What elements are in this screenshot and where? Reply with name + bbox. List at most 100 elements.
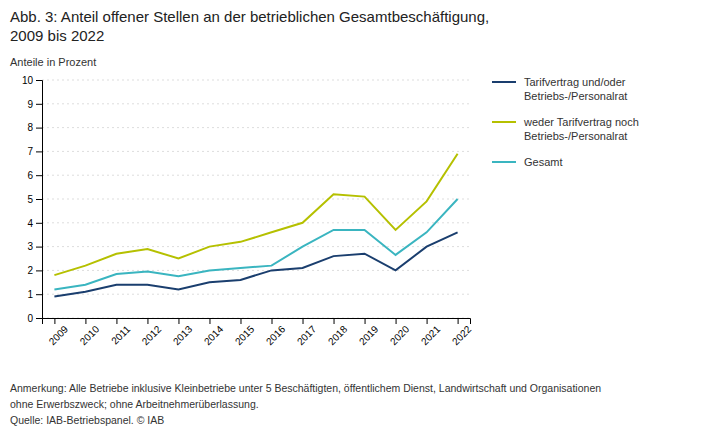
x-tick-mark (116, 318, 117, 324)
x-tick-mark (334, 318, 335, 324)
x-tick-mark (458, 318, 459, 324)
x-tick: 2021 (419, 318, 443, 347)
x-tick-label: 2009 (47, 323, 71, 347)
legend-item: Tarifvertrag und/oder Betriebs-/Personalr… (492, 76, 627, 102)
x-tick-label: 2021 (419, 323, 443, 347)
x-tick: 2012 (140, 318, 164, 347)
y-tick-mark (36, 270, 42, 271)
x-tick-mark (303, 318, 304, 324)
x-tick: 2017 (295, 318, 319, 347)
x-tick-label: 2022 (450, 323, 474, 347)
y-tick-label: 10 (22, 75, 34, 86)
legend-swatch (492, 81, 516, 83)
y-tick-mark (36, 151, 42, 152)
grid-line (42, 80, 470, 81)
x-tick: 2010 (78, 318, 102, 347)
y-tick: 8 (27, 122, 42, 133)
x-tick-label: 2013 (171, 323, 195, 347)
x-tick: 2019 (357, 318, 381, 347)
x-tick-mark (365, 318, 366, 324)
legend: Tarifvertrag und/oder Betriebs-/Personalr… (492, 76, 639, 168)
x-tick-label: 2020 (388, 323, 412, 347)
grid-line (42, 151, 470, 152)
y-tick: 6 (27, 170, 42, 181)
y-tick: 4 (27, 218, 42, 229)
legend-label-line: Gesamt (524, 156, 563, 168)
legend-label-line: Betriebs-/Personalrat (524, 90, 627, 102)
x-tick-mark (85, 318, 86, 324)
legend-label: weder Tarifvertrag noch Betriebs-/Persona… (523, 116, 639, 142)
x-tick-mark (240, 318, 241, 324)
x-tick-mark (427, 318, 428, 324)
y-tick-mark (36, 223, 42, 224)
legend-label-line: Tarifvertrag und/oder (524, 76, 626, 88)
y-tick-mark (36, 199, 42, 200)
grid-line (42, 294, 470, 295)
legend-swatch (492, 161, 516, 163)
x-tick-mark (54, 318, 55, 324)
grid-line (42, 270, 470, 271)
annotation: Anmerkung: Alle Betriebe inklusive Klein… (10, 382, 601, 394)
y-tick: 3 (27, 241, 42, 252)
legend-label-line: Betriebs-/Personalrat (524, 130, 627, 142)
grid (42, 80, 470, 318)
legend-label-line: weder Tarifvertrag noch (523, 116, 639, 128)
x-tick: 2013 (171, 318, 195, 347)
title-line: 2009 bis 2022 (10, 27, 104, 44)
x-tick-label: 2019 (357, 323, 381, 347)
x-tick-label: 2010 (78, 323, 102, 347)
series-line (54, 232, 457, 296)
x-tick-label: 2016 (264, 323, 288, 347)
y-tick-mark (36, 128, 42, 129)
x-tick-mark (178, 318, 179, 324)
y-tick-mark (36, 80, 42, 81)
legend-item: weder Tarifvertrag noch Betriebs-/Persona… (492, 116, 639, 142)
y-tick-label: 3 (27, 241, 33, 252)
x-tick-label: 2012 (140, 323, 164, 347)
series-line (54, 154, 457, 275)
x-tick: 2016 (264, 318, 288, 347)
y-tick-label: 1 (27, 289, 33, 300)
legend-label: Tarifvertrag und/oder Betriebs-/Personalr… (524, 76, 627, 102)
grid-line (42, 199, 470, 200)
y-tick-mark (36, 175, 42, 176)
annotations: Anmerkung: Alle Betriebe inklusive Klein… (10, 382, 601, 426)
x-axis: 2009 2010 2011 2012 2013 2014 2015 2016 2017 2018… (43, 318, 474, 347)
y-tick-label: 0 (27, 313, 33, 324)
grid-line (42, 127, 470, 128)
annotation: Quelle: IAB-Betriebspanel. © IAB (10, 414, 164, 426)
series-line (54, 199, 457, 289)
grid-line (42, 103, 470, 104)
title: Abb. 3: Anteil offener Stellen an der be… (10, 8, 489, 44)
y-tick: 10 (22, 75, 42, 86)
x-tick-label: 2011 (109, 323, 132, 346)
y-tick-label: 8 (27, 122, 33, 133)
x-tick-label: 2015 (233, 323, 257, 347)
x-tick: 2020 (388, 318, 412, 347)
chart: Abb. 3: Anteil offener Stellen an der be… (0, 0, 710, 446)
x-tick: 2014 (202, 318, 226, 347)
y-axis-title: Anteile in Prozent (10, 56, 96, 68)
lines (54, 154, 457, 297)
y-tick-label: 6 (27, 170, 33, 181)
x-tick-label: 2017 (295, 323, 319, 347)
x-tick-mark (147, 318, 148, 324)
x-tick: 2018 (326, 318, 350, 347)
grid-line (42, 222, 470, 223)
annotation: ohne Erwerbszweck; ohne Arbeitnehmerüber… (10, 398, 259, 410)
title-line: Abb. 3: Anteil offener Stellen an der be… (10, 8, 489, 25)
x-tick-label: 2018 (326, 323, 350, 347)
y-axis-line (36, 81, 43, 319)
legend-item: Gesamt (492, 156, 563, 168)
y-tick-mark (36, 247, 42, 248)
x-tick: 2011 (109, 318, 132, 347)
x-tick-mark (396, 318, 397, 324)
x-tick: 2009 (47, 318, 71, 347)
y-tick-mark (36, 104, 42, 105)
x-axis-line (43, 319, 471, 325)
x-tick: 2022 (450, 318, 474, 347)
y-tick: 1 (27, 289, 42, 300)
y-tick-label: 9 (27, 99, 33, 110)
legend-swatch (492, 121, 516, 123)
y-tick-label: 7 (27, 146, 33, 157)
